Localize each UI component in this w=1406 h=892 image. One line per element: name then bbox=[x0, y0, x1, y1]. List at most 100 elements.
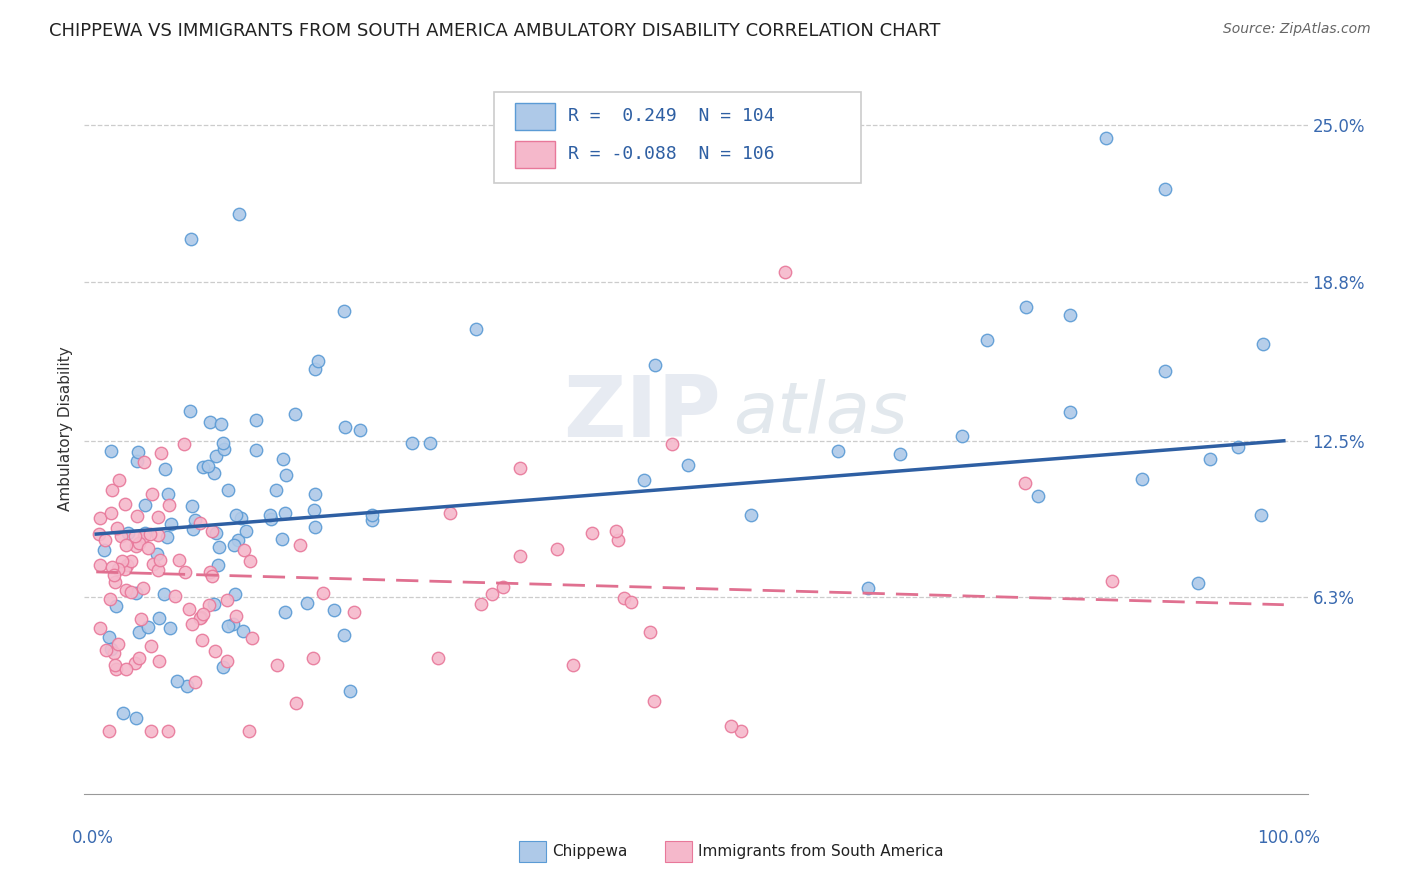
Point bbox=[427, 651, 450, 665]
Point bbox=[827, 443, 849, 458]
Point bbox=[93, 542, 115, 557]
Point bbox=[125, 711, 148, 725]
Point bbox=[120, 585, 142, 599]
Point bbox=[492, 580, 515, 594]
Point bbox=[177, 601, 200, 615]
Point bbox=[1250, 508, 1272, 522]
Point bbox=[481, 587, 503, 601]
Point bbox=[260, 512, 283, 526]
Point bbox=[226, 533, 249, 548]
Point bbox=[211, 435, 233, 450]
Point bbox=[157, 723, 180, 738]
Point bbox=[155, 462, 177, 476]
Point bbox=[117, 526, 139, 541]
Point bbox=[201, 524, 224, 538]
Point bbox=[339, 684, 361, 698]
Point bbox=[157, 487, 180, 501]
Point bbox=[606, 533, 628, 547]
Point bbox=[150, 446, 173, 460]
Point bbox=[100, 506, 122, 520]
Point bbox=[643, 693, 665, 707]
Point bbox=[217, 483, 239, 498]
Point bbox=[128, 650, 150, 665]
FancyBboxPatch shape bbox=[494, 92, 860, 183]
Point bbox=[332, 304, 354, 318]
Point bbox=[146, 547, 169, 561]
Point bbox=[312, 586, 335, 600]
Text: 0.0%: 0.0% bbox=[72, 829, 114, 847]
Point bbox=[159, 516, 181, 531]
Point bbox=[323, 603, 346, 617]
Text: atlas: atlas bbox=[733, 379, 907, 448]
Text: ZIP: ZIP bbox=[562, 372, 720, 455]
Point bbox=[245, 413, 267, 427]
Point bbox=[89, 527, 111, 541]
Point bbox=[149, 553, 172, 567]
Point bbox=[142, 558, 165, 572]
Point bbox=[111, 706, 134, 720]
Point bbox=[89, 510, 111, 524]
Point bbox=[638, 625, 661, 640]
Point bbox=[239, 554, 262, 568]
Bar bbox=[665, 841, 692, 862]
Point bbox=[165, 589, 187, 603]
Point bbox=[509, 549, 531, 563]
Point bbox=[301, 651, 323, 665]
Point bbox=[134, 498, 156, 512]
Point bbox=[207, 558, 229, 572]
Point bbox=[202, 466, 225, 480]
Point bbox=[134, 528, 156, 542]
Point bbox=[274, 467, 297, 482]
Point bbox=[188, 516, 211, 530]
Point bbox=[271, 452, 294, 467]
Point bbox=[124, 529, 146, 543]
Point bbox=[214, 442, 236, 457]
Point bbox=[208, 540, 231, 554]
Point bbox=[228, 207, 250, 221]
Point bbox=[153, 587, 176, 601]
Point bbox=[225, 508, 247, 522]
Point bbox=[181, 617, 204, 632]
Point bbox=[217, 593, 239, 607]
Point bbox=[295, 596, 318, 610]
Point bbox=[288, 538, 311, 552]
Point bbox=[361, 512, 384, 526]
Point bbox=[198, 565, 221, 579]
Point bbox=[633, 474, 655, 488]
Point bbox=[644, 358, 666, 372]
Point bbox=[107, 637, 129, 651]
Point bbox=[105, 521, 128, 535]
Point bbox=[509, 461, 531, 475]
Point bbox=[676, 458, 699, 473]
Point bbox=[190, 609, 212, 624]
Point bbox=[546, 542, 568, 557]
Point bbox=[197, 459, 219, 474]
Point bbox=[104, 599, 127, 613]
Point bbox=[661, 437, 683, 451]
Point bbox=[103, 567, 125, 582]
Point bbox=[181, 499, 204, 513]
Point bbox=[183, 522, 205, 536]
Point bbox=[1154, 364, 1177, 378]
Point bbox=[139, 639, 162, 653]
Text: R = -0.088  N = 106: R = -0.088 N = 106 bbox=[568, 145, 775, 163]
Point bbox=[439, 507, 461, 521]
Point bbox=[889, 447, 911, 461]
Point bbox=[266, 483, 288, 498]
Bar bbox=[515, 103, 555, 130]
Point bbox=[235, 524, 257, 538]
Text: Source: ZipAtlas.com: Source: ZipAtlas.com bbox=[1223, 22, 1371, 37]
Point bbox=[284, 407, 307, 421]
Bar bbox=[519, 841, 546, 862]
Point bbox=[174, 566, 197, 580]
Point bbox=[125, 453, 148, 467]
Point bbox=[238, 723, 260, 738]
Point bbox=[620, 595, 643, 609]
Point bbox=[613, 591, 636, 605]
Point bbox=[138, 619, 160, 633]
Point bbox=[176, 679, 198, 693]
Point bbox=[1199, 451, 1222, 466]
Point bbox=[127, 509, 149, 524]
Text: R =  0.249  N = 104: R = 0.249 N = 104 bbox=[568, 107, 775, 125]
Point bbox=[179, 404, 201, 418]
